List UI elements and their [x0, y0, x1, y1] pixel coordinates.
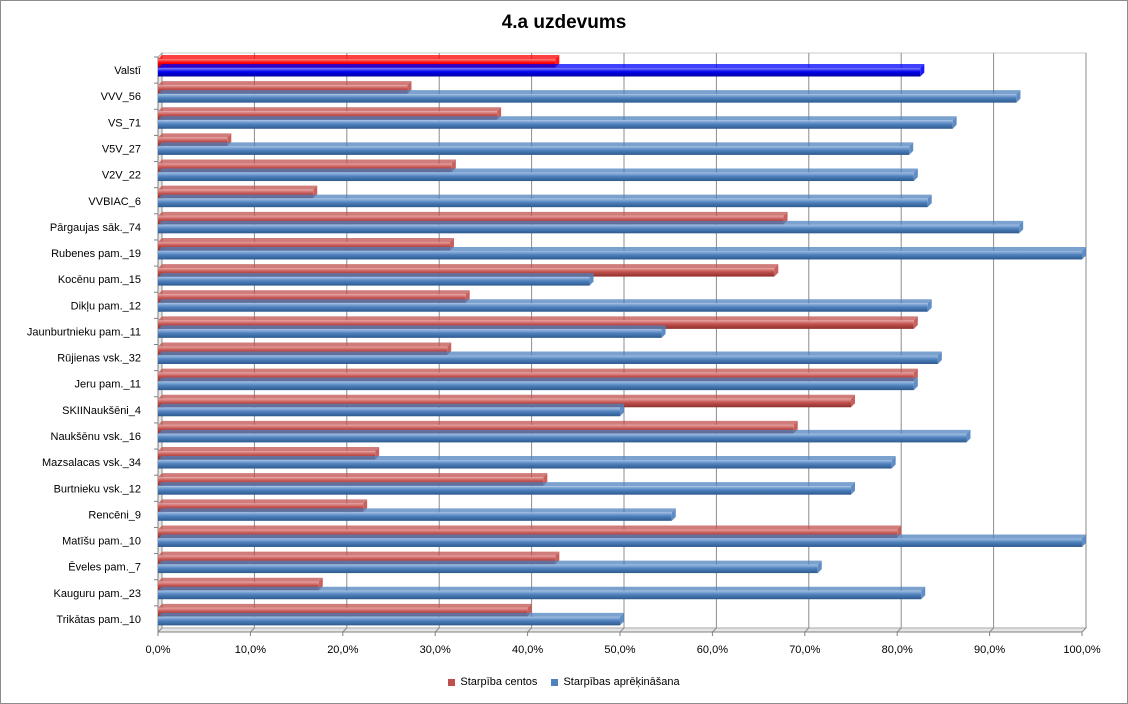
bar-starpiba-centos — [158, 316, 918, 329]
chart-title: 4.a uzdevums — [501, 12, 627, 33]
bar-starpiba-centos — [158, 394, 855, 408]
category-label: Rubenes pam._19 — [51, 248, 141, 260]
category-label: Ēveles pam._7 — [68, 562, 141, 574]
category-label: Burtnieku vsk._12 — [54, 483, 141, 495]
bar-starpibas-aprekinasana — [158, 560, 822, 574]
gridline-x-floor — [619, 627, 625, 633]
bar-starpibas-aprekinasana — [158, 168, 918, 182]
bar-starpiba-centos — [158, 264, 779, 277]
legend-swatch-series-1 — [448, 678, 456, 686]
bar-starpibas-aprekinasana — [158, 299, 932, 312]
category-label: Dikļu pam._12 — [71, 300, 141, 312]
category-label: Mazsalacas vsk._34 — [42, 457, 141, 469]
gridline-x-floor — [434, 627, 440, 633]
gridline-x-floor — [896, 627, 902, 633]
category-label: VVBIAC_6 — [88, 196, 141, 208]
bar-starpibas-aprekinasana — [158, 403, 624, 417]
category-label: SKIINaukšēni_4 — [62, 405, 141, 417]
category-label: Naukšēnu vsk._16 — [51, 431, 142, 443]
bar-starpiba-centos — [158, 55, 560, 68]
gridline-x-floor — [527, 627, 532, 633]
x-tick-label: 0,0% — [145, 644, 170, 656]
category-label: Jaunburtnieku pam._11 — [27, 326, 141, 338]
bar-starpibas-aprekinasana — [158, 482, 855, 495]
bar-starpibas-aprekinasana — [158, 220, 1024, 234]
bar-starpibas-aprekinasana — [158, 351, 942, 364]
legend-label-series-1: Starpība centos — [460, 676, 538, 688]
category-label: V5V_27 — [102, 143, 141, 155]
category-label: Pārgaujas sāk._74 — [50, 222, 141, 234]
gridline-x-floor — [804, 627, 810, 633]
x-tick-label: 90,0% — [974, 644, 1005, 656]
bar-starpibas-aprekinasana — [158, 612, 624, 626]
legend-label-series-2: Starpības aprēķināšana — [563, 676, 680, 688]
category-label: VVV_56 — [101, 91, 141, 103]
gridline-x-floor — [989, 627, 994, 633]
category-label: Rencēni_9 — [88, 509, 141, 521]
gridline-x-floor — [342, 627, 348, 633]
x-tick-label: 40,0% — [512, 644, 543, 656]
bar-starpibas-aprekinasana — [158, 429, 971, 443]
bar-starpibas-aprekinasana — [158, 273, 594, 286]
bar-starpibas-aprekinasana — [158, 508, 676, 521]
bar-starpiba-centos — [158, 107, 502, 120]
legend-item-series-2: Starpības aprēķināšana — [551, 676, 680, 688]
bar-starpiba-centos — [158, 577, 323, 591]
bar-starpibas-aprekinasana — [158, 534, 1086, 547]
x-tick-label: 100,0% — [1063, 644, 1101, 656]
bar-starpibas-aprekinasana — [158, 377, 918, 391]
x-tick-label: 20,0% — [327, 644, 358, 656]
legend-swatch-series-2 — [551, 678, 559, 686]
bar-starpibas-aprekinasana — [158, 64, 925, 77]
bar-starpibas-aprekinasana — [158, 90, 1021, 103]
gridline-x-floor — [250, 627, 255, 633]
category-label: Kauguru pam._23 — [54, 588, 141, 600]
legend-item-series-1: Starpība centos — [448, 676, 537, 688]
category-label: Trikātas pam._10 — [56, 614, 141, 626]
chart-legend: Starpība centos Starpības aprēķināšana — [0, 676, 1128, 688]
x-tick-label: 80,0% — [882, 644, 913, 656]
category-label: VS_71 — [108, 117, 141, 129]
bar-starpibas-aprekinasana — [158, 116, 957, 129]
category-label: Matīšu pam._10 — [62, 536, 141, 548]
x-tick-label: 30,0% — [420, 644, 451, 656]
gridline-x-floor — [712, 627, 717, 633]
bar-starpibas-aprekinasana — [158, 586, 926, 600]
category-label: Valstī — [114, 65, 142, 77]
x-tick-label: 50,0% — [604, 644, 635, 656]
category-label: Kocēnu pam._15 — [58, 274, 141, 286]
gridline-x-floor — [157, 627, 163, 633]
bar-starpibas-aprekinasana — [158, 194, 932, 208]
bar-starpibas-aprekinasana — [158, 456, 896, 469]
category-label: Rūjienas vsk._32 — [57, 353, 141, 365]
bar-starpibas-aprekinasana — [158, 142, 914, 155]
x-tick-label: 10,0% — [235, 644, 266, 656]
category-label: V2V_22 — [102, 170, 141, 182]
bar-starpibas-aprekinasana — [158, 246, 1086, 260]
bar-starpibas-aprekinasana — [158, 325, 666, 338]
gridline-x-floor — [1081, 627, 1087, 633]
x-tick-label: 60,0% — [697, 644, 728, 656]
x-tick-label: 70,0% — [789, 644, 820, 656]
category-label: Jeru pam._11 — [75, 379, 141, 391]
